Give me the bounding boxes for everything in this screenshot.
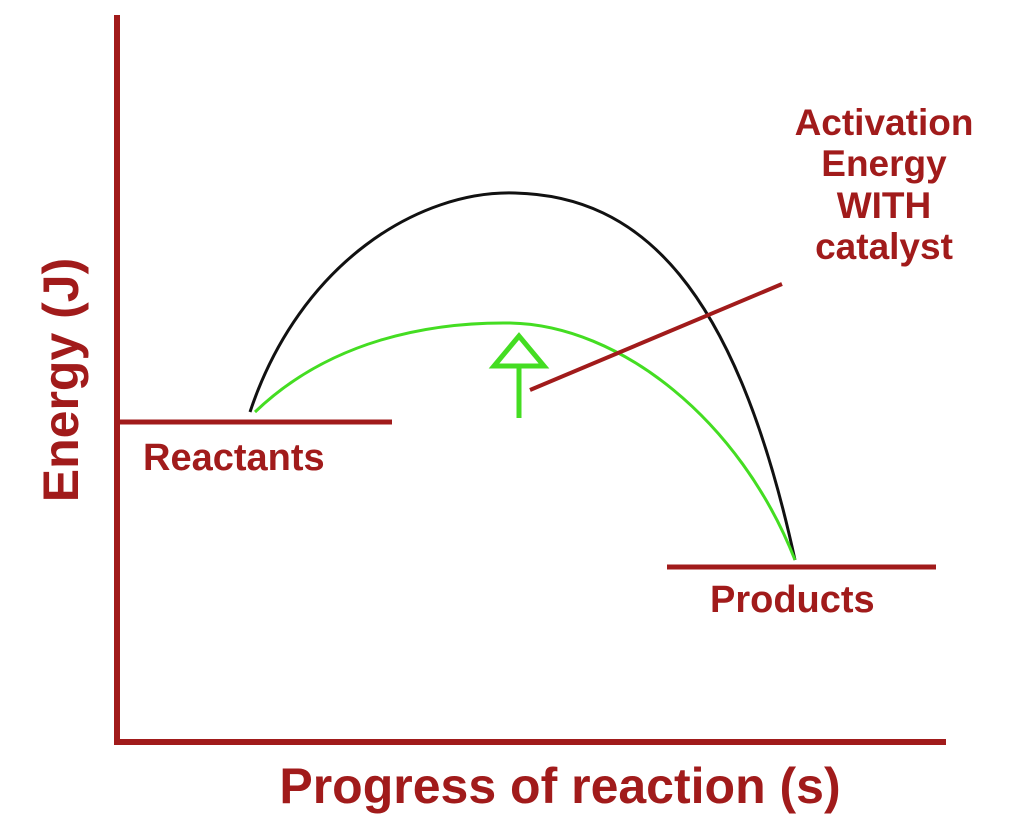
annotation-line: WITH [837, 185, 932, 226]
annotation-line: Activation [795, 102, 974, 143]
annotation-pointer [529, 282, 783, 392]
annotation-line: catalyst [815, 226, 953, 267]
uncatalysed-curve [248, 191, 797, 561]
y-axis-label: Energy (J) [33, 258, 89, 503]
products-label: Products [710, 579, 875, 621]
reactants-label: Reactants [143, 437, 325, 479]
catalysed-curve [253, 321, 797, 561]
x-axis-label: Progress of reaction (s) [279, 758, 840, 814]
annotation-line: Energy [821, 143, 947, 184]
activation-arrow-head [488, 332, 550, 369]
